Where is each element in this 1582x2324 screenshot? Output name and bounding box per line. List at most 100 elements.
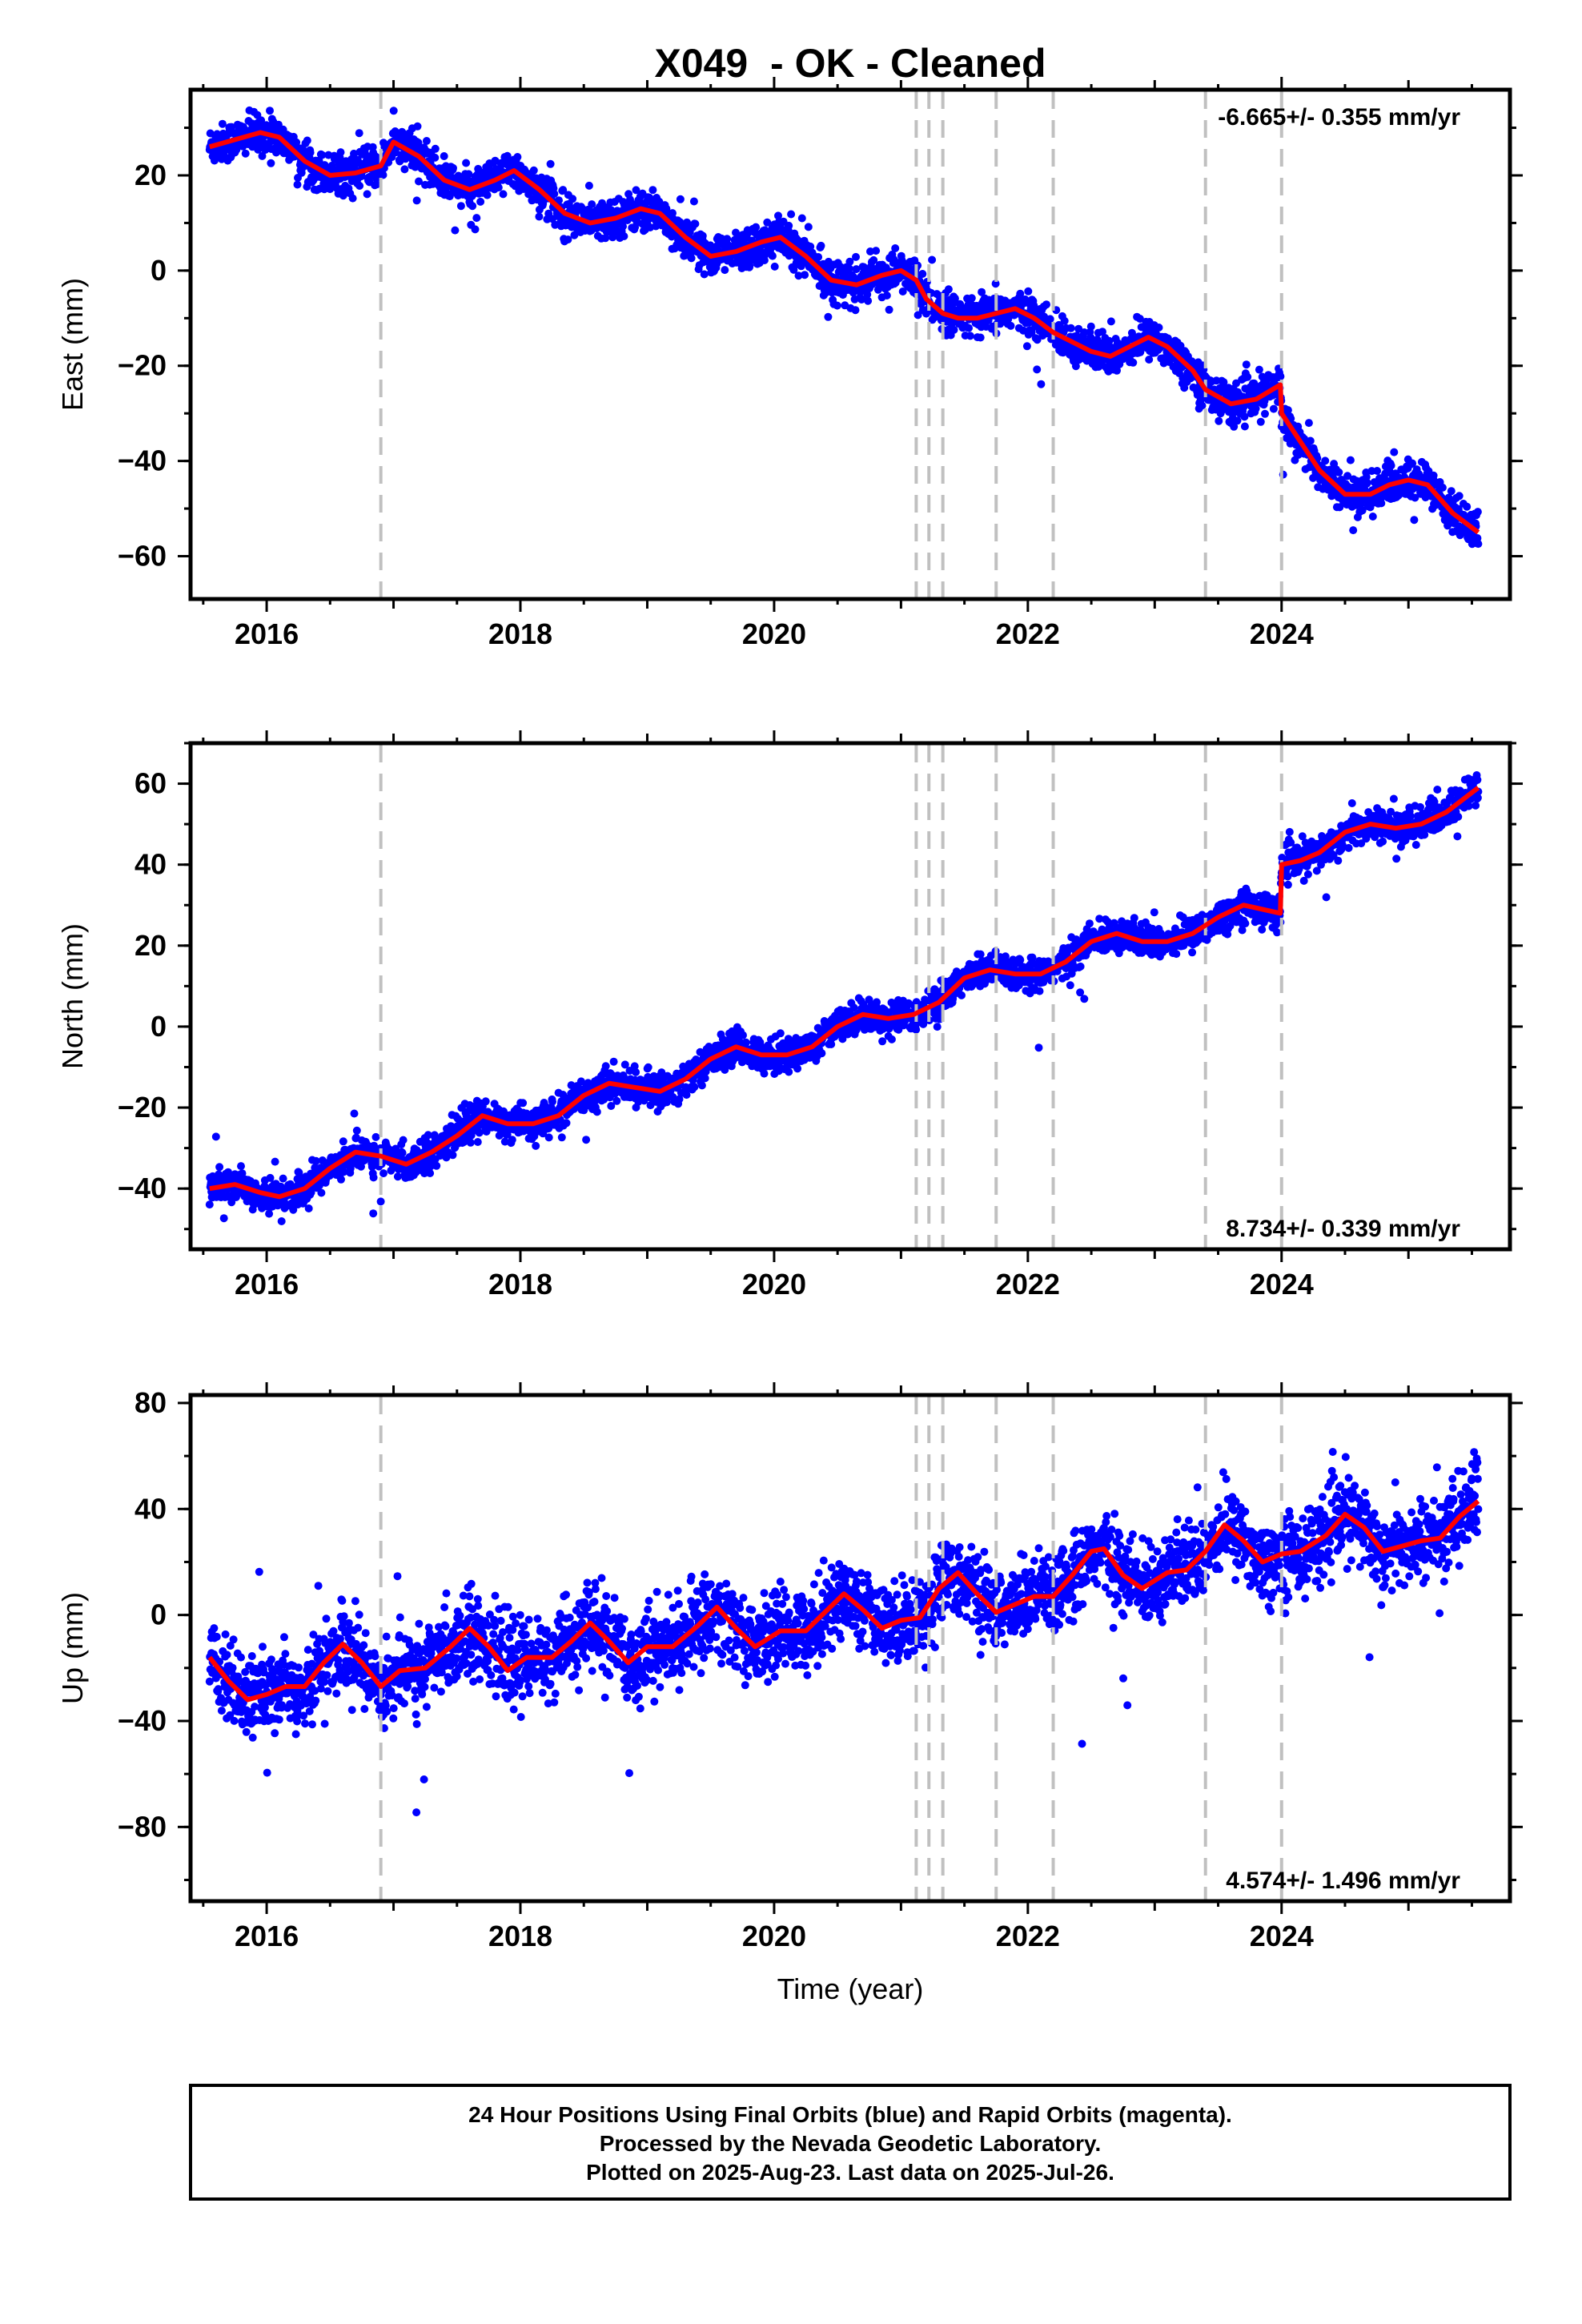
data-point bbox=[760, 1069, 769, 1078]
data-point bbox=[462, 159, 471, 167]
data-point bbox=[339, 1137, 347, 1146]
data-point bbox=[550, 190, 559, 198]
data-point bbox=[676, 195, 685, 203]
data-point bbox=[1033, 365, 1042, 374]
data-point bbox=[882, 292, 891, 300]
data-point bbox=[801, 271, 809, 279]
data-point bbox=[976, 333, 985, 342]
data-point bbox=[689, 197, 698, 206]
data-point bbox=[399, 1136, 408, 1144]
data-point bbox=[279, 1174, 287, 1183]
data-point bbox=[559, 186, 568, 195]
data-point bbox=[584, 181, 593, 190]
data-point bbox=[701, 1074, 709, 1083]
data-point bbox=[481, 1097, 490, 1106]
data-point bbox=[763, 218, 772, 227]
data-point bbox=[1368, 513, 1377, 521]
data-point bbox=[776, 1029, 785, 1038]
data-point bbox=[318, 151, 327, 159]
figure-title: X049 - OK - Cleaned bbox=[654, 41, 1046, 86]
y-tick-label: −40 bbox=[118, 444, 167, 477]
data-point bbox=[582, 1136, 591, 1144]
data-point bbox=[1474, 540, 1483, 549]
data-point bbox=[1154, 324, 1163, 332]
data-point bbox=[1321, 456, 1330, 465]
y-tick-label: −60 bbox=[118, 540, 167, 573]
data-point bbox=[241, 149, 250, 158]
data-point bbox=[468, 202, 477, 211]
plot-frame bbox=[188, 87, 1512, 601]
data-point bbox=[363, 190, 371, 199]
data-point bbox=[785, 221, 793, 230]
data-point bbox=[336, 148, 345, 157]
data-point bbox=[785, 1068, 793, 1076]
data-point bbox=[770, 262, 779, 271]
data-point bbox=[1455, 492, 1464, 501]
data-point bbox=[619, 222, 627, 231]
data-point bbox=[965, 324, 973, 332]
data-point bbox=[644, 1063, 652, 1072]
data-point bbox=[1060, 316, 1069, 325]
data-point bbox=[967, 294, 976, 303]
data-point bbox=[696, 1047, 705, 1056]
data-point bbox=[794, 271, 803, 280]
data-point bbox=[1098, 328, 1106, 336]
data-point bbox=[1145, 356, 1154, 364]
data-point bbox=[1349, 526, 1358, 535]
data-point bbox=[1261, 409, 1269, 418]
data-point bbox=[398, 1148, 407, 1157]
data-point bbox=[1198, 401, 1207, 410]
data-point bbox=[532, 1141, 540, 1150]
data-point bbox=[739, 1031, 747, 1039]
data-point bbox=[1346, 456, 1355, 464]
data-point bbox=[852, 252, 860, 261]
data-point bbox=[1269, 404, 1278, 413]
data-point bbox=[237, 1162, 245, 1171]
data-point bbox=[350, 1109, 359, 1118]
data-point bbox=[1066, 324, 1075, 332]
data-point bbox=[576, 1077, 585, 1086]
data-point bbox=[966, 332, 974, 340]
data-point bbox=[863, 290, 872, 299]
data-point bbox=[227, 123, 236, 131]
data-point bbox=[508, 1136, 516, 1144]
data-point bbox=[1030, 301, 1038, 310]
data-point bbox=[205, 1200, 214, 1209]
y-tick-label: 0 bbox=[151, 254, 167, 287]
data-point bbox=[845, 257, 854, 266]
data-point bbox=[592, 1108, 601, 1116]
data-point bbox=[620, 1060, 629, 1069]
data-point bbox=[1304, 419, 1313, 428]
data-point bbox=[422, 137, 431, 145]
data-point bbox=[944, 285, 953, 294]
data-point bbox=[1080, 328, 1089, 336]
data-point bbox=[304, 1204, 313, 1212]
data-point bbox=[632, 186, 640, 195]
data-point bbox=[265, 1209, 274, 1218]
data-point bbox=[413, 122, 422, 131]
data-point bbox=[804, 223, 813, 231]
data-point bbox=[630, 1062, 639, 1071]
data-point bbox=[797, 214, 806, 223]
data-point bbox=[1135, 315, 1144, 323]
data-point bbox=[1105, 336, 1114, 345]
data-point bbox=[1129, 358, 1138, 367]
data-point bbox=[752, 223, 761, 231]
data-point bbox=[379, 1169, 387, 1178]
data-point bbox=[700, 270, 709, 279]
x-tick-label: 2022 bbox=[996, 617, 1060, 650]
data-point bbox=[1086, 322, 1095, 331]
data-point bbox=[472, 214, 481, 223]
data-point bbox=[1027, 328, 1036, 337]
data-point bbox=[1410, 516, 1419, 525]
data-point bbox=[1106, 317, 1115, 326]
data-point bbox=[687, 254, 696, 263]
data-point bbox=[367, 1163, 376, 1171]
data-point bbox=[612, 1096, 621, 1105]
data-point bbox=[789, 265, 798, 274]
data-point bbox=[499, 190, 508, 199]
data-point bbox=[1230, 422, 1239, 431]
data-point bbox=[431, 153, 440, 162]
data-point bbox=[1022, 342, 1031, 351]
